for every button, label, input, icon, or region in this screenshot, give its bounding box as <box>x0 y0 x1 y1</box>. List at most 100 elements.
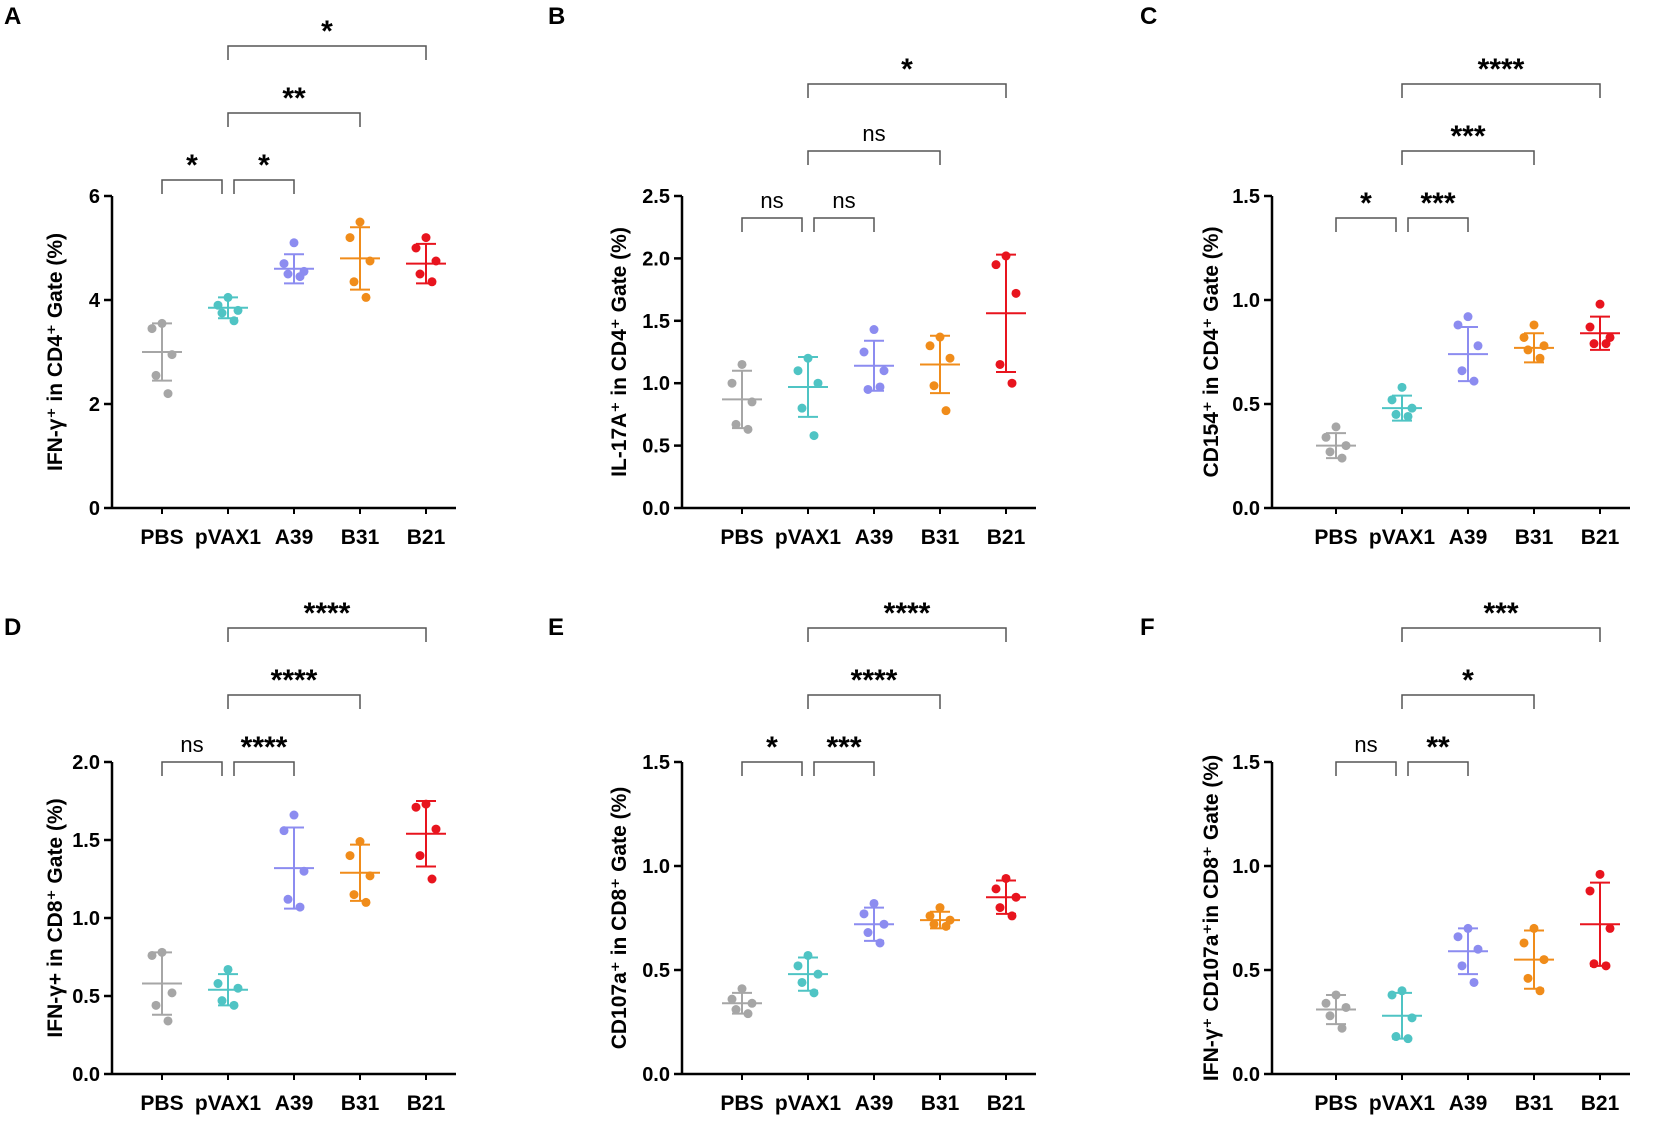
x-tick-label-b31: B31 <box>341 526 380 549</box>
y-axis-label: IFN-γ⁺ in CD4⁺ Gate (%) <box>44 233 67 471</box>
series-b31 <box>1514 320 1554 364</box>
panel-e: E 0.0 0.5 1.0 1.5 CD107a⁺ in CD8⁺ Gate (%) PBS… <box>548 597 1036 1115</box>
data-point <box>863 928 873 938</box>
data-point <box>1469 376 1479 386</box>
data-point <box>233 983 243 993</box>
x-tick-label-b31: B31 <box>921 1092 960 1115</box>
panel-d: D 0.0 0.5 1.0 1.5 2.0 IFN-γ+ in CD8⁺ Gate (%) P… <box>4 597 456 1115</box>
data-point <box>1007 378 1017 388</box>
significance-label: **** <box>271 664 318 697</box>
data-point <box>1001 873 1011 883</box>
data-point <box>229 316 239 326</box>
bracket-line <box>1401 150 1535 165</box>
data-point <box>803 353 813 363</box>
data-point <box>1523 973 1533 983</box>
data-point <box>229 1000 239 1010</box>
bracket-line <box>1335 761 1397 776</box>
series-pvax1 <box>1382 986 1422 1044</box>
data-point <box>283 269 293 279</box>
bracket-line <box>1407 217 1469 232</box>
data-point <box>1457 961 1467 971</box>
data-point <box>743 1009 753 1019</box>
data-point <box>427 277 437 287</box>
x-tick-label-b31: B31 <box>1515 526 1554 549</box>
series-b31 <box>920 332 960 416</box>
data-point <box>1453 320 1463 330</box>
data-point <box>1595 869 1605 879</box>
x-tick-label-a39: A39 <box>275 526 314 549</box>
x-tick-label-b31: B31 <box>1515 1092 1554 1115</box>
panel-letter: B <box>548 3 565 30</box>
data-point <box>797 977 807 987</box>
series-a39 <box>1448 312 1488 386</box>
series-b21 <box>406 799 446 884</box>
data-point <box>1397 986 1407 996</box>
significance-label: ns <box>832 188 855 213</box>
data-point <box>163 389 173 399</box>
data-point <box>151 370 161 380</box>
significance-label: * <box>186 149 198 182</box>
significance-label: ** <box>1426 731 1450 764</box>
y-tick-label: 0.5 <box>642 960 670 982</box>
series-a39 <box>1448 923 1488 987</box>
data-point <box>365 871 375 881</box>
series-pbs <box>142 318 182 399</box>
panel-a: A 0 2 4 6 IFN-γ⁺ in CD4⁺ Gate (%) PBS pVAX1 A39 B… <box>4 3 456 549</box>
series-pbs <box>142 947 182 1026</box>
y-tick-label: 0.5 <box>72 986 100 1008</box>
significance-bracket: ns <box>813 188 875 232</box>
data-point <box>223 964 233 974</box>
significance-label: ns <box>760 188 783 213</box>
significance-bracket: ns <box>741 188 803 232</box>
data-point <box>747 397 757 407</box>
y-tick-label: 0.5 <box>1232 960 1260 982</box>
x-tick-label-a39: A39 <box>1449 1092 1488 1115</box>
data-point <box>991 260 1001 270</box>
data-point <box>411 243 421 253</box>
data-point <box>995 903 1005 913</box>
data-point <box>879 919 889 929</box>
data-point <box>875 382 885 392</box>
data-point <box>809 431 819 441</box>
data-point <box>731 419 741 429</box>
data-point <box>411 802 421 812</box>
y-tick-label: 1.5 <box>1232 186 1260 208</box>
data-point <box>213 979 223 989</box>
data-point <box>1585 322 1595 332</box>
x-tick-label-b21: B21 <box>407 526 446 549</box>
data-point <box>727 378 737 388</box>
data-point <box>213 300 223 310</box>
bracket-line <box>1407 761 1469 776</box>
significance-bracket: * <box>1401 664 1535 709</box>
significance-bracket: *** <box>1401 597 1601 642</box>
data-point <box>167 988 177 998</box>
data-point <box>1325 447 1335 457</box>
significance-bracket: **** <box>227 664 361 709</box>
data-point <box>1007 911 1017 921</box>
data-point <box>299 866 309 876</box>
panel-b: B 0.0 0.5 1.0 1.5 2.0 2.5 IL-17A⁺ in CD4⁺ Gate … <box>548 3 1036 549</box>
bracket-line <box>227 45 427 60</box>
data-point <box>1387 395 1397 405</box>
data-point <box>279 826 289 836</box>
significance-bracket: ns <box>807 121 941 165</box>
significance-bracket: * <box>161 149 223 194</box>
data-point <box>995 359 1005 369</box>
data-point <box>167 350 177 360</box>
data-point <box>355 217 365 227</box>
panel-letter: C <box>1140 3 1157 30</box>
series-pvax1 <box>208 292 248 326</box>
data-point <box>223 292 233 302</box>
x-tick-label-b21: B21 <box>1581 1092 1620 1115</box>
significance-label: *** <box>826 731 861 764</box>
data-point <box>355 837 365 847</box>
significance-bracket: * <box>227 15 427 60</box>
y-axis-label: CD154⁺ in CD4⁺ Gate (%) <box>1200 227 1223 478</box>
data-point <box>1457 366 1467 376</box>
data-point <box>941 406 951 416</box>
y-tick-label: 2 <box>89 394 100 416</box>
y-tick-label: 0.5 <box>1232 394 1260 416</box>
data-point <box>233 305 243 315</box>
y-axis-label: IL-17A⁺ in CD4⁺ Gate (%) <box>608 227 631 477</box>
